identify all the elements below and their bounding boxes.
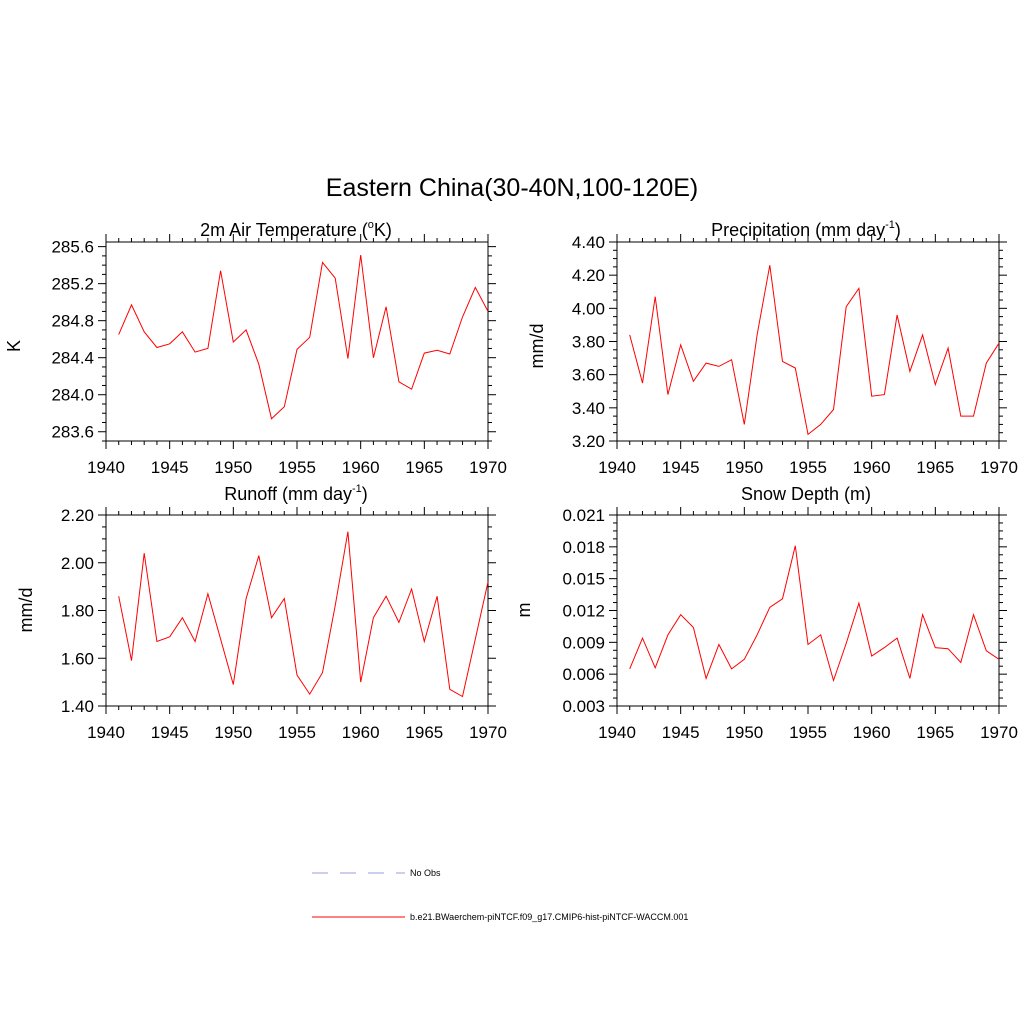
y-tick-label: 2.20 xyxy=(61,506,94,525)
panel-title-snow-depth: Snow Depth (m) xyxy=(741,484,871,504)
y-tick-label: 1.80 xyxy=(61,602,94,621)
y-tick-label: 1.60 xyxy=(61,649,94,668)
y-tick-label: 0.021 xyxy=(562,506,605,525)
y-axis-label-precipitation: mm/d xyxy=(527,324,547,369)
y-tick-label: 3.80 xyxy=(572,333,605,352)
x-tick-label: 1940 xyxy=(598,458,636,477)
y-tick-label: 1.40 xyxy=(61,697,94,716)
x-tick-label: 1950 xyxy=(214,723,252,742)
x-tick-label: 1970 xyxy=(469,458,507,477)
x-tick-label: 1955 xyxy=(789,458,827,477)
y-tick-label: 0.015 xyxy=(562,570,605,589)
panel-precipitation: Precipitation (mm day-1) mm/d 1940 1945 19… xyxy=(527,219,1018,477)
series-line-air-temperature xyxy=(118,254,489,420)
plot-frame-air-temperature xyxy=(105,241,489,442)
x-tick-label: 1945 xyxy=(662,458,700,477)
y-tick-label: 284.0 xyxy=(51,386,94,405)
plot-frame-snow-depth xyxy=(616,514,1000,707)
y-tick-label: 285.6 xyxy=(51,238,94,257)
x-tick-label: 1950 xyxy=(214,458,252,477)
legend: No Obs b.e21.BWaerchem-piNTCF.f09_g17.CM… xyxy=(312,868,688,922)
x-tick-label: 1960 xyxy=(342,723,380,742)
x-tick-label: 1940 xyxy=(87,458,125,477)
y-axis-label-snow-depth: m xyxy=(514,603,534,618)
panel-snow-depth: Snow Depth (m) m 1940 1945 1950 1955 1960 196… xyxy=(514,484,1018,742)
y-tick-label: 283.6 xyxy=(51,423,94,442)
x-tick-label: 1970 xyxy=(469,723,507,742)
x-tick-label: 1965 xyxy=(405,458,443,477)
y-tick-label: 0.003 xyxy=(562,697,605,716)
series-line-runoff xyxy=(118,531,489,698)
series-line-snow-depth xyxy=(629,545,1000,683)
figure-title: Eastern China(30-40N,100-120E) xyxy=(326,174,698,202)
y-tick-label: 0.012 xyxy=(562,602,605,621)
y-tick-label: 0.018 xyxy=(562,538,605,557)
y-tick-label: 0.009 xyxy=(562,633,605,652)
series-line-precipitation xyxy=(629,265,1000,436)
x-tick-label: 1965 xyxy=(405,723,443,742)
x-tick-label: 1960 xyxy=(853,723,891,742)
x-tick-label: 1940 xyxy=(598,723,636,742)
y-axis-label-runoff: mm/d xyxy=(16,588,36,633)
x-tick-label: 1970 xyxy=(980,723,1018,742)
x-tick-label: 1940 xyxy=(87,723,125,742)
panel-title-runoff: Runoff (mm day-1) xyxy=(224,483,368,504)
panel-title-precipitation: Precipitation (mm day-1) xyxy=(711,219,901,240)
x-tick-label: 1965 xyxy=(916,723,954,742)
x-tick-label: 1955 xyxy=(278,723,316,742)
y-tick-label: 3.20 xyxy=(572,432,605,451)
x-tick-label: 1960 xyxy=(853,458,891,477)
x-tick-label: 1955 xyxy=(278,458,316,477)
plot-frame-runoff xyxy=(105,514,489,707)
x-tick-label: 1945 xyxy=(151,458,189,477)
panel-title-air-temperature: 2m Air Temperature (oK) xyxy=(200,219,392,240)
x-tick-label: 1955 xyxy=(789,723,827,742)
x-tick-label: 1950 xyxy=(725,723,763,742)
panel-runoff: Runoff (mm day-1) mm/d 1940 1945 1950 1955 1… xyxy=(16,483,507,742)
x-tick-label: 1960 xyxy=(342,458,380,477)
y-tick-label: 4.20 xyxy=(572,266,605,285)
x-tick-label: 1945 xyxy=(662,723,700,742)
y-tick-label: 0.006 xyxy=(562,665,605,684)
x-tick-label: 1945 xyxy=(151,723,189,742)
y-axis-label-air-temperature: K xyxy=(4,340,24,352)
legend-label-model: b.e21.BWaerchem-piNTCF.f09_g17.CMIP6-his… xyxy=(410,912,688,922)
y-tick-label: 284.4 xyxy=(51,349,94,368)
x-tick-label: 1950 xyxy=(725,458,763,477)
legend-label-no-obs: No Obs xyxy=(410,868,441,878)
panel-air-temperature: 2m Air Temperature (oK) K 1940 1945 1950 19… xyxy=(4,219,507,477)
y-tick-label: 4.40 xyxy=(572,233,605,252)
x-tick-label: 1965 xyxy=(916,458,954,477)
y-tick-label: 3.40 xyxy=(572,399,605,418)
y-tick-label: 2.00 xyxy=(61,554,94,573)
y-tick-label: 285.2 xyxy=(51,275,94,294)
y-tick-label: 4.00 xyxy=(572,299,605,318)
plot-frame-precipitation xyxy=(616,241,1000,442)
x-tick-label: 1970 xyxy=(980,458,1018,477)
y-tick-label: 3.60 xyxy=(572,366,605,385)
y-tick-label: 284.8 xyxy=(51,312,94,331)
